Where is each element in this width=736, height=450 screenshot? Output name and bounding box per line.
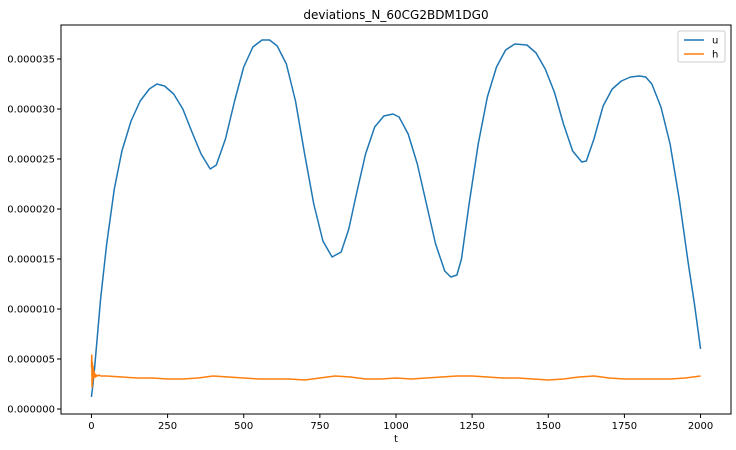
x-axis-label: t: [394, 434, 398, 445]
x-tick-label: 1000: [383, 421, 408, 432]
plot-frame: [60, 24, 732, 415]
y-axis: 0.000000 0.000005 0.000010 0.000015 0.000020…: [7, 55, 61, 416]
legend: uh: [677, 30, 726, 63]
y-tick-label: 0.000000: [7, 405, 55, 416]
x-tick-label: 250: [158, 421, 177, 432]
x-tick-label: 750: [310, 421, 329, 432]
chart-title: deviations_N_60CG2BDM1DG0: [303, 8, 488, 22]
x-axis: 0 250 500 750 1000 1250 1500 1750 2000: [88, 414, 713, 432]
x-tick-label: 0: [88, 421, 94, 432]
series-line-h: [90, 354, 701, 388]
legend-label-h: h: [712, 50, 718, 61]
y-tick-label: 0.000035: [7, 55, 55, 66]
x-tick-label: 2000: [688, 421, 713, 432]
series-layer: [90, 39, 702, 398]
plot-area: [60, 24, 732, 415]
x-tick-label: 500: [234, 421, 253, 432]
series-line-u: [90, 39, 702, 398]
x-tick-label: 1750: [612, 421, 637, 432]
x-tick-label: 1500: [536, 421, 561, 432]
x-tick-label: 1250: [459, 421, 484, 432]
legend-label-u: u: [712, 36, 718, 47]
y-tick-label: 0.000020: [7, 205, 55, 216]
y-tick-label: 0.000030: [7, 105, 55, 116]
y-tick-label: 0.000010: [7, 305, 55, 316]
y-tick-label: 0.000025: [7, 155, 55, 166]
y-tick-label: 0.000015: [7, 255, 55, 266]
y-tick-label: 0.000005: [7, 355, 55, 366]
